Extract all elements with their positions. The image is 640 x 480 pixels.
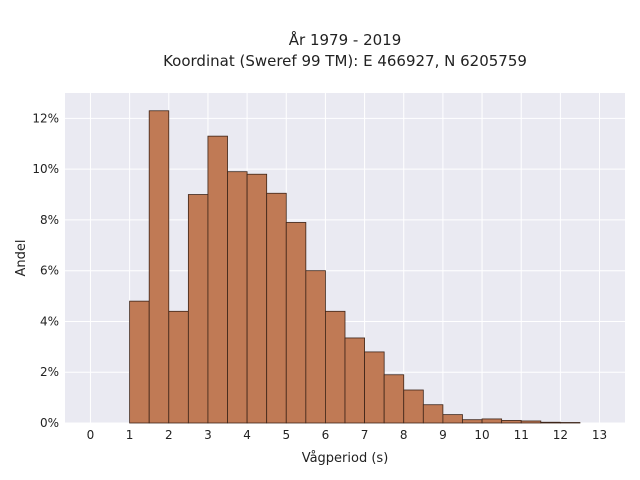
y-tick-label: 4% bbox=[40, 314, 59, 328]
histogram-bar bbox=[462, 419, 483, 424]
x-tick-label: 7 bbox=[361, 428, 369, 442]
y-tick-label: 2% bbox=[40, 365, 59, 379]
x-tick-label: 6 bbox=[322, 428, 330, 442]
histogram-bar bbox=[168, 310, 189, 424]
y-tick-label: 12% bbox=[32, 111, 59, 125]
histogram-bar bbox=[325, 310, 346, 424]
histogram-bar bbox=[540, 421, 561, 424]
histogram-bar bbox=[559, 422, 581, 424]
x-tick-label: 12 bbox=[553, 428, 568, 442]
histogram-bar bbox=[364, 351, 385, 424]
chart-title-line-1: År 1979 - 2019 bbox=[289, 30, 402, 49]
x-tick-label: 11 bbox=[514, 428, 529, 442]
histogram-bar bbox=[129, 300, 150, 424]
histogram-bars bbox=[129, 110, 581, 424]
histogram-bar bbox=[266, 192, 287, 424]
x-tick-label: 5 bbox=[282, 428, 290, 442]
histogram-bar bbox=[227, 171, 248, 424]
histogram-bar bbox=[148, 110, 170, 424]
x-tick-label: 9 bbox=[439, 428, 447, 442]
histogram-bar bbox=[520, 420, 542, 424]
y-tick-label: 10% bbox=[32, 162, 59, 176]
histogram-bar bbox=[481, 418, 503, 424]
x-tick-label: 10 bbox=[474, 428, 489, 442]
x-tick-label: 8 bbox=[400, 428, 408, 442]
x-axis-label: Vågperiod (s) bbox=[302, 451, 389, 466]
histogram-bar bbox=[501, 420, 522, 424]
histogram-bar bbox=[383, 374, 405, 424]
x-tick-label: 13 bbox=[592, 428, 607, 442]
histogram-bar bbox=[285, 222, 307, 424]
histogram-bar bbox=[422, 404, 444, 424]
x-tick-label: 4 bbox=[243, 428, 251, 442]
histogram-bar bbox=[344, 337, 365, 424]
histogram-bar bbox=[305, 270, 326, 424]
histogram-bar bbox=[246, 173, 268, 424]
y-axis-ticks: 0% 2% 4% 6% 8% 10% 12% bbox=[32, 111, 59, 430]
histogram-bar bbox=[442, 414, 463, 424]
y-tick-label: 0% bbox=[40, 416, 59, 430]
chart-title-line-2: Koordinat (Sweref 99 TM): E 466927, N 62… bbox=[163, 52, 527, 70]
y-tick-label: 6% bbox=[40, 264, 59, 278]
histogram-bar bbox=[403, 389, 424, 424]
x-tick-label: 1 bbox=[126, 428, 134, 442]
x-tick-label: 2 bbox=[165, 428, 173, 442]
x-tick-label: 3 bbox=[204, 428, 212, 442]
y-tick-label: 8% bbox=[40, 213, 59, 227]
histogram-bar bbox=[207, 135, 228, 424]
x-tick-label: 0 bbox=[87, 428, 95, 442]
histogram-bar bbox=[187, 194, 209, 424]
y-axis-label: Andel bbox=[14, 240, 29, 277]
x-axis-ticks: 0 1 2 3 4 5 6 7 8 9 10 11 12 13 bbox=[87, 428, 608, 442]
